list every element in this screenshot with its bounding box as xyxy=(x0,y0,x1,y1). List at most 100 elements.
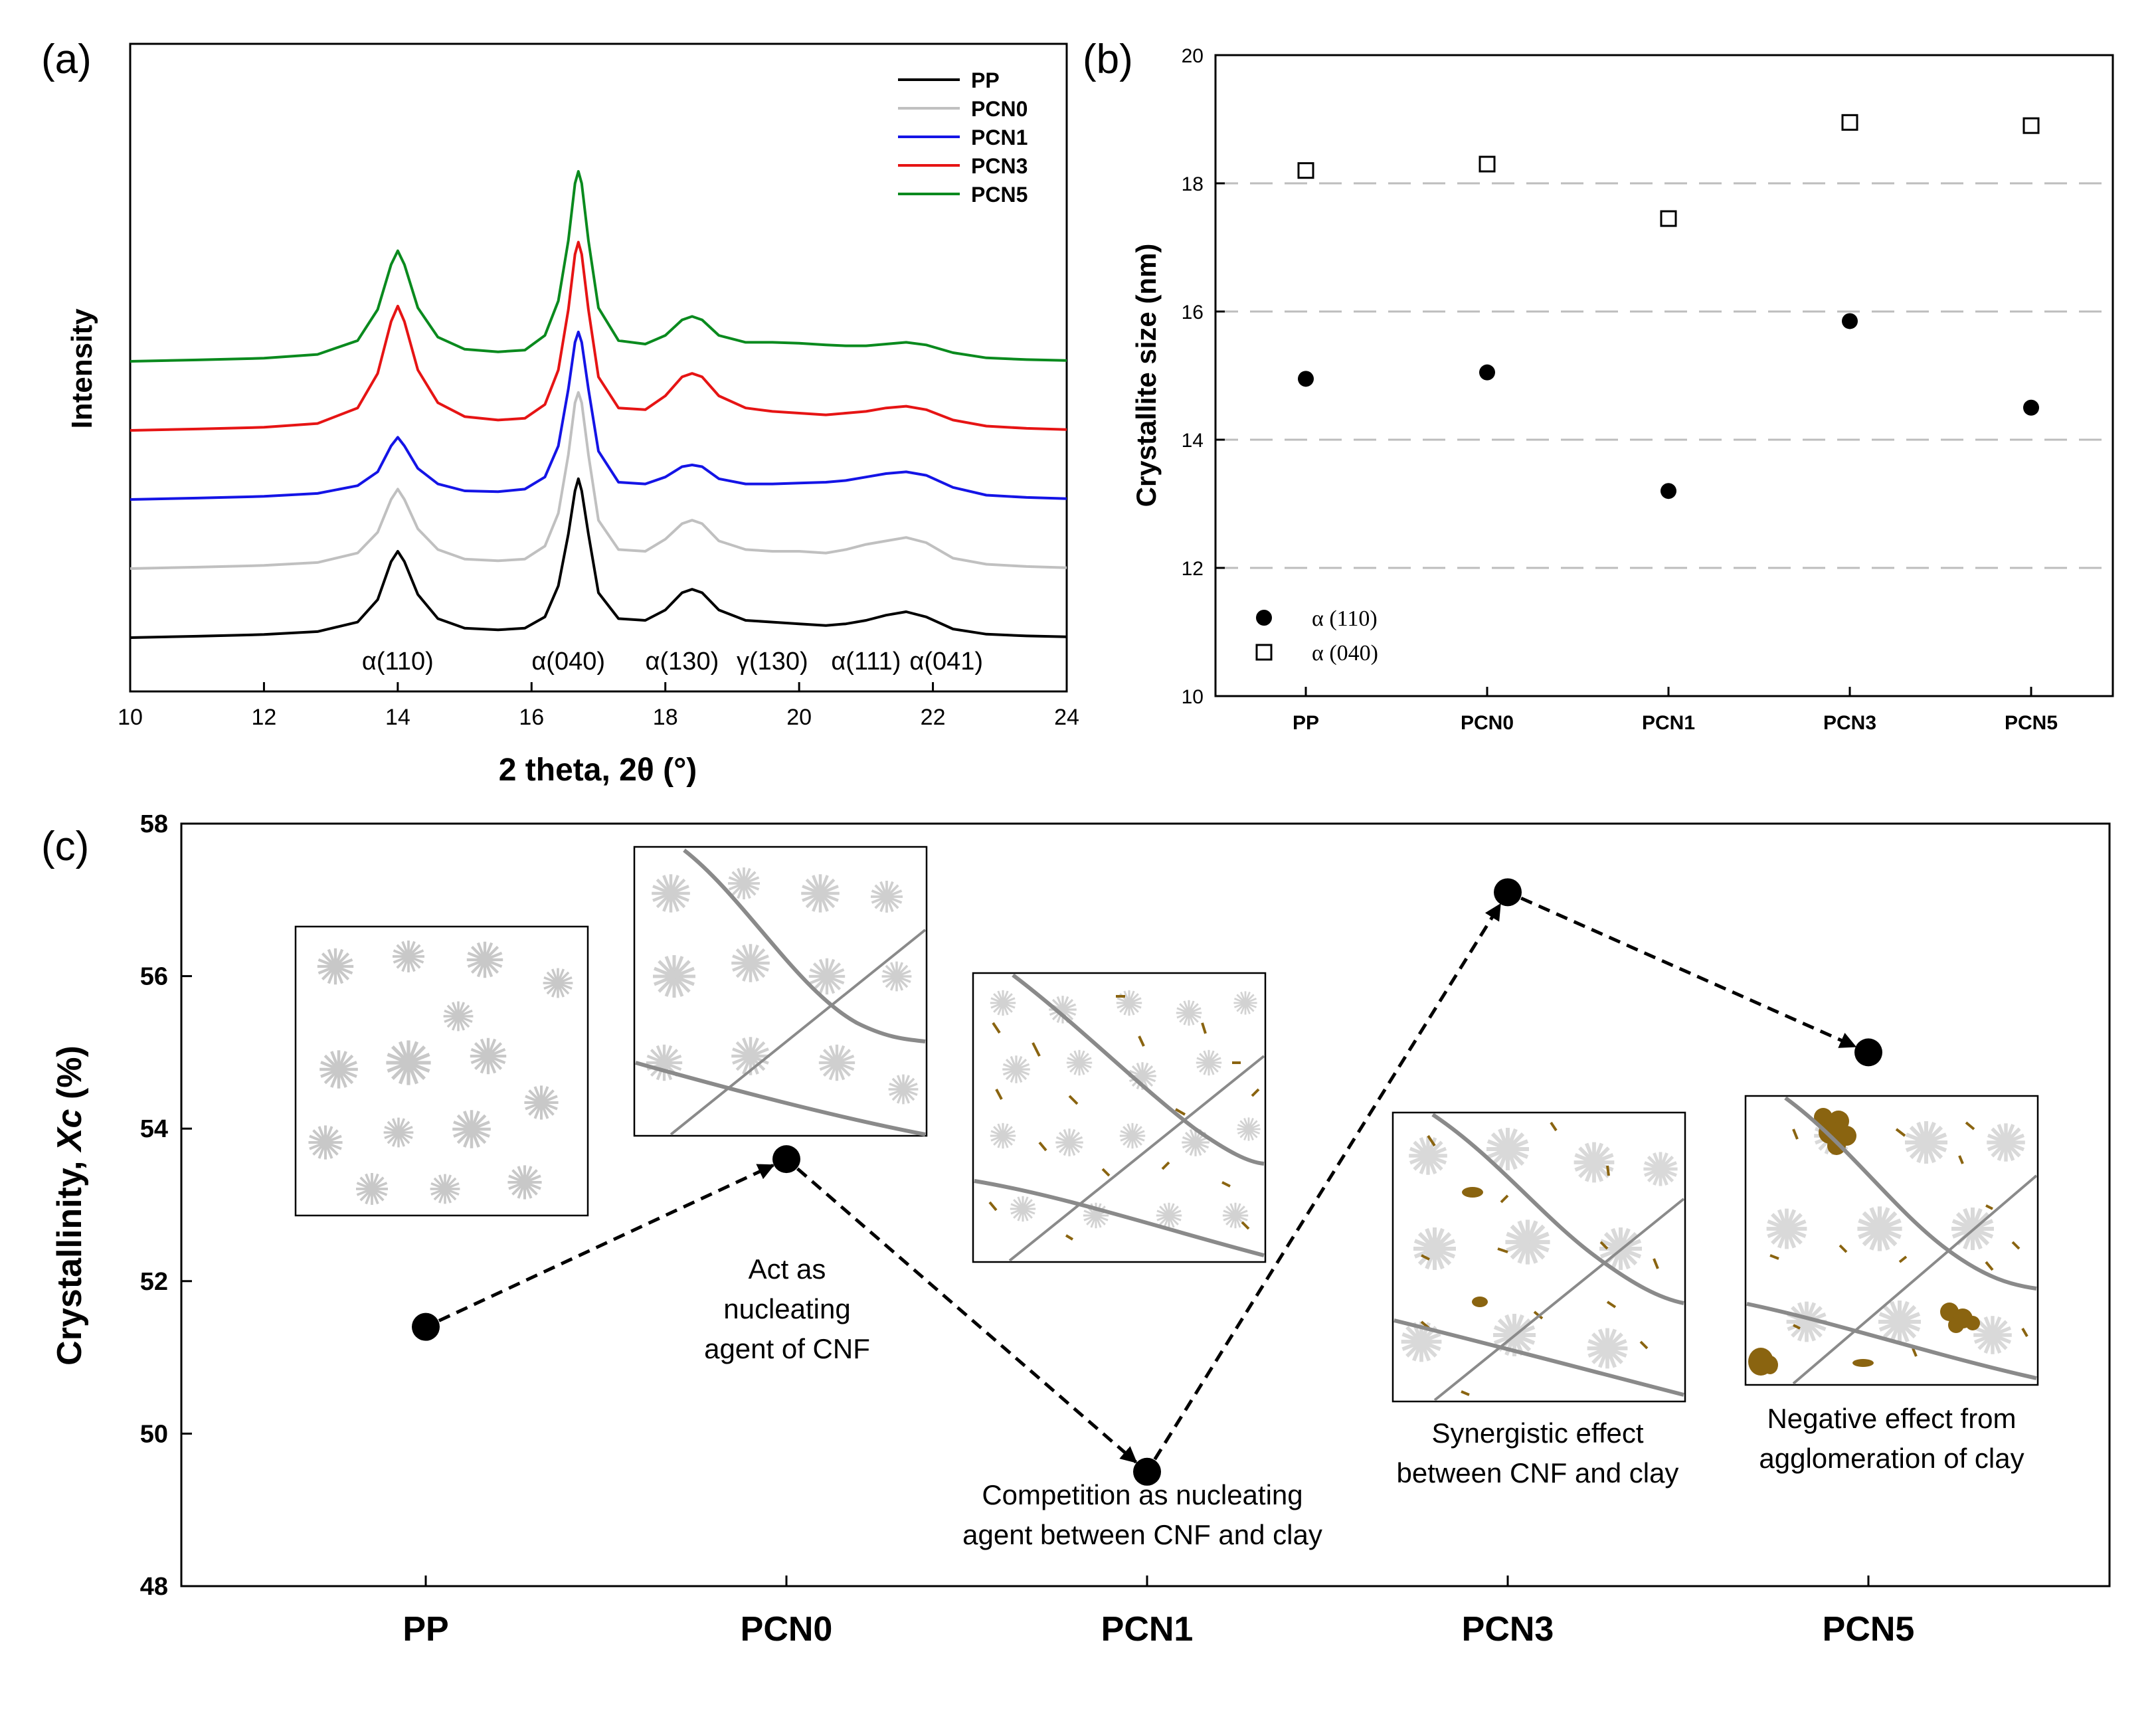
panel-c-annotation-pcn1: Competition as nucleating agent between C… xyxy=(962,1479,1322,1550)
panel-c-point-pcn3 xyxy=(1494,878,1522,907)
panel-c-point-pp xyxy=(412,1312,440,1341)
panel-b-point-a110-pcn5 xyxy=(2023,399,2039,416)
inset-pcn1-schematic xyxy=(972,972,1267,1263)
panel-a-peak-label: α(041) xyxy=(909,648,983,675)
inset-pp-schematic xyxy=(294,925,589,1217)
panel-a-curve-pcn1 xyxy=(130,330,1067,501)
panel-a-peak-label: α(110) xyxy=(362,648,434,675)
panel-c-annotation-line: Synergistic effect xyxy=(1431,1417,1643,1449)
panel-c-annotation-line: Negative effect from xyxy=(1767,1403,2016,1434)
panel-b-x-tick-label-pcn5: PCN5 xyxy=(2005,712,2058,734)
panel-a-x-tick-label: 10 xyxy=(118,705,143,730)
inset-pcn0-schematic xyxy=(633,846,928,1137)
panel-a-legend-label-pcn0: PCN0 xyxy=(971,97,1028,121)
panel-c-connector-arrow xyxy=(1520,896,1857,1048)
panel-c-annotation-line: agent of CNF xyxy=(704,1333,870,1364)
panel-c-y-axis-label-symbol: Xc xyxy=(50,1109,89,1153)
panel-b-point-a110-pcn0 xyxy=(1479,364,1495,381)
panel-a-legend-label-pcn3: PCN3 xyxy=(971,154,1028,178)
panel-b-point-a110-pcn3 xyxy=(1842,313,1858,329)
panel-c-y-tick-label: 58 xyxy=(140,810,168,838)
panel-c-annotation-pcn3: Synergistic effect between CNF and clay xyxy=(1397,1417,1679,1488)
panel-c-x-tick-label-pcn3: PCN3 xyxy=(1462,1610,1554,1649)
panel-a-x-tick-label: 24 xyxy=(1054,705,1079,730)
panel-b-legend-marker-a110 xyxy=(1256,610,1272,626)
panel-c-y-tick-label: 54 xyxy=(140,1115,168,1143)
panel-b-legend-marker-a040 xyxy=(1255,644,1273,661)
panel-b-point-a040-pcn3 xyxy=(1841,114,1858,131)
panel-c-annotation-pcn5: Negative effect from agglomeration of cla… xyxy=(1759,1403,2024,1474)
panel-c-annotation-line: nucleating xyxy=(723,1293,850,1324)
panel-b-crystallite-size-chart: 10 12 14 16 18 20 PP PCN0 PCN1 PCN3 PCN5 α (110) α … xyxy=(1130,45,2114,734)
panel-a-x-tick-label: 22 xyxy=(921,705,946,730)
inset-pcn5-schematic xyxy=(1744,1095,2039,1386)
panel-a-curve-pcn0 xyxy=(130,391,1067,570)
inset-pcn3-schematic xyxy=(1392,1111,1686,1403)
panel-b-x-tick-label-pcn1: PCN1 xyxy=(1642,712,1695,734)
panel-a-xrd-chart: 10 12 14 16 18 20 22 24 α(110) α(040) α(130) γ(130… xyxy=(66,43,1079,788)
panel-b-y-tick-label: 12 xyxy=(1182,558,1204,580)
panel-a-x-tick-label: 18 xyxy=(653,705,678,730)
panel-a-curve-pcn5 xyxy=(130,170,1067,363)
panel-b-legend-label-040: α (040) xyxy=(1312,641,1378,666)
panel-a-x-axis-label: 2 theta, 2θ (°) xyxy=(499,753,697,788)
panel-a-legend-label-pcn1: PCN1 xyxy=(971,126,1028,149)
panel-c-y-axis-label: Crystallinity, Xc (%) xyxy=(50,1045,89,1366)
panel-c-point-pcn1 xyxy=(1133,1457,1161,1486)
panel-a-legend-label-pp: PP xyxy=(971,68,1000,92)
panel-b-y-tick-label: 10 xyxy=(1182,686,1204,708)
panel-c-annotation-line: between CNF and clay xyxy=(1397,1457,1679,1488)
panel-c-connector-arrow xyxy=(1153,903,1502,1461)
panel-label-a: (a) xyxy=(41,37,92,82)
panel-c-y-tick-label: 48 xyxy=(140,1573,168,1601)
panel-b-y-tick-label: 20 xyxy=(1182,45,1204,67)
panel-c-y-tick-label: 52 xyxy=(140,1268,168,1296)
panel-label-c: (c) xyxy=(41,824,89,869)
panel-b-point-a040-pcn0 xyxy=(1479,155,1496,173)
panel-c-connector-arrow xyxy=(438,1164,775,1322)
panel-c-annotation-line: agglomeration of clay xyxy=(1759,1443,2024,1474)
panel-b-point-a040-pp xyxy=(1297,162,1314,179)
panel-c-annotation-line: Act as xyxy=(749,1253,826,1285)
panel-b-plot-frame xyxy=(1214,54,2114,697)
panel-a-y-axis-label: Intensity xyxy=(66,308,98,428)
panel-b-point-a110-pcn1 xyxy=(1661,483,1676,499)
panel-c-y-axis-label-text: Crystallinity, xyxy=(50,1151,89,1366)
panel-c-connector-arrow xyxy=(796,1167,1138,1464)
panel-c-crystallinity-chart: 48 50 52 54 56 58 PP PCN0 PCN1 PCN3 PCN5 xyxy=(50,810,2111,1649)
panel-b-x-tick-label-pp: PP xyxy=(1293,712,1319,734)
panel-a-x-tick-label: 16 xyxy=(519,705,544,730)
panel-a-curve-pcn3 xyxy=(130,240,1067,432)
panel-b-y-tick-label: 18 xyxy=(1182,173,1204,195)
panel-a-peak-label: α(040) xyxy=(531,648,605,675)
panel-label-b: (b) xyxy=(1083,37,1133,82)
panel-a-curve-pp xyxy=(130,477,1067,639)
panel-c-annotation-pcn0: Act as nucleating agent of CNF xyxy=(704,1253,870,1364)
panel-a-peak-label: γ(130) xyxy=(737,648,808,675)
panel-c-y-axis-label-unit: (%) xyxy=(50,1045,89,1109)
panel-a-x-tick-label: 12 xyxy=(252,705,277,730)
panel-b-point-a040-pcn5 xyxy=(2022,117,2040,134)
panel-b-point-a110-pp xyxy=(1298,371,1314,387)
panel-c-point-pcn5 xyxy=(1854,1038,1882,1067)
panel-a-x-tick-label: 20 xyxy=(786,705,812,730)
panel-c-annotation-line: Competition as nucleating xyxy=(982,1479,1303,1510)
panel-a-plot-frame xyxy=(129,43,1068,693)
panel-a-legend-label-pcn5: PCN5 xyxy=(971,183,1028,207)
panel-b-x-tick-label-pcn3: PCN3 xyxy=(1823,712,1876,734)
panel-c-plot-frame xyxy=(180,822,2111,1587)
panel-b-x-tick-label-pcn0: PCN0 xyxy=(1461,712,1514,734)
panel-a-x-tick-label: 14 xyxy=(385,705,410,730)
panel-b-y-tick-label: 14 xyxy=(1182,430,1204,452)
panel-c-x-tick-label-pcn5: PCN5 xyxy=(1823,1610,1915,1649)
panel-b-legend-label-110: α (110) xyxy=(1312,606,1378,631)
panel-c-annotation-line: agent between CNF and clay xyxy=(962,1519,1322,1550)
panel-a-peak-label: α(111) xyxy=(831,648,901,675)
panel-c-x-tick-label-pcn1: PCN1 xyxy=(1101,1610,1194,1649)
panel-b-y-tick-label: 16 xyxy=(1182,302,1204,323)
panel-c-y-tick-label: 56 xyxy=(140,963,168,991)
panel-b-y-axis-label: Crystallite size (nm) xyxy=(1130,244,1162,507)
panel-c-x-tick-label-pcn0: PCN0 xyxy=(741,1610,833,1649)
panel-b-point-a040-pcn1 xyxy=(1660,210,1677,227)
panel-a-peak-label: α(130) xyxy=(646,648,719,675)
